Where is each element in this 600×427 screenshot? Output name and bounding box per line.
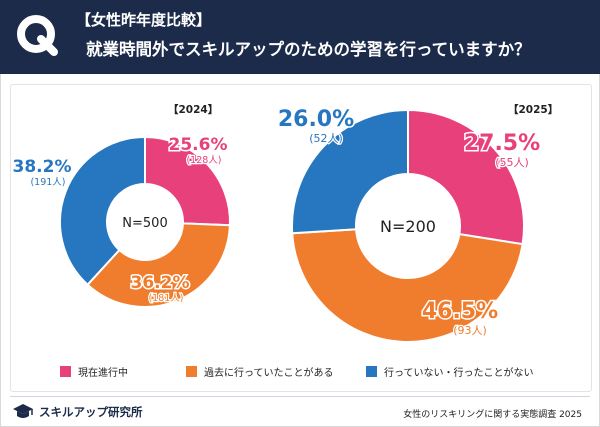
legend-swatch-past xyxy=(186,365,197,377)
legend-label-current: 現在進行中 xyxy=(78,367,128,379)
legend-item-current: 現在進行中 xyxy=(60,362,128,380)
header-question: 就業時間外でスキルアップのための学習を行っていますか？ xyxy=(86,40,531,59)
legend-swatch-current xyxy=(60,365,71,377)
value-label-2024-current: 25.6% xyxy=(169,135,228,155)
center-label-2024: N=500 xyxy=(122,216,167,231)
count-label-2025-current: (55人) xyxy=(495,156,529,169)
slice-2024-never xyxy=(59,135,146,287)
value-label-2025-never: 26.0% xyxy=(278,107,354,132)
count-label-2025-never: (52人) xyxy=(309,132,343,145)
q-icon xyxy=(17,15,58,56)
logo: スキルアップ研究所 xyxy=(12,402,143,422)
slice-2025-never xyxy=(291,108,409,235)
value-label-2025-current: 27.5% xyxy=(464,131,540,156)
slice-2025-past xyxy=(291,228,524,343)
count-label-2024-current: (128人) xyxy=(186,155,221,166)
value-label-2025-past: 46.5% xyxy=(422,299,498,324)
count-label-2025-past: (93人) xyxy=(453,324,487,337)
legend-item-past: 過去に行っていたことがある xyxy=(186,362,334,380)
value-label-2024-past: 36.2% xyxy=(131,273,190,293)
legend-label-past: 過去に行っていたことがある xyxy=(204,367,334,379)
slice-2024-current xyxy=(144,135,231,227)
year-title-2024: 【2024】 xyxy=(168,103,218,116)
center-label-2025: N=200 xyxy=(380,217,436,236)
legend-swatch-never xyxy=(366,365,377,377)
value-label-2024-never: 38.2% xyxy=(13,157,72,177)
source-note: 女性のリスキリングに関する実態調査 2025 xyxy=(403,410,582,420)
legend-item-never: 行っていない・行ったことがない xyxy=(366,362,534,380)
footer-divider xyxy=(10,396,590,397)
graduation-cap-icon xyxy=(13,404,33,418)
legend: 現在進行中 過去に行っていたことがある 行っていない・行ったことがない xyxy=(0,362,600,382)
logo-text: スキルアップ研究所 xyxy=(39,405,143,419)
year-title-2025: 【2025】 xyxy=(508,103,558,116)
header-banner: 【女性昨年度比較】 就業時間外でスキルアップのための学習を行っていますか？ xyxy=(0,0,600,74)
slice-2025-current xyxy=(407,108,525,246)
legend-label-never: 行っていない・行ったことがない xyxy=(384,367,534,379)
count-label-2024-never: (191人) xyxy=(30,177,65,188)
slice-2024-past xyxy=(86,222,231,308)
header-tag: 【女性昨年度比較】 xyxy=(76,11,212,29)
count-label-2024-past: (181人) xyxy=(148,293,183,304)
